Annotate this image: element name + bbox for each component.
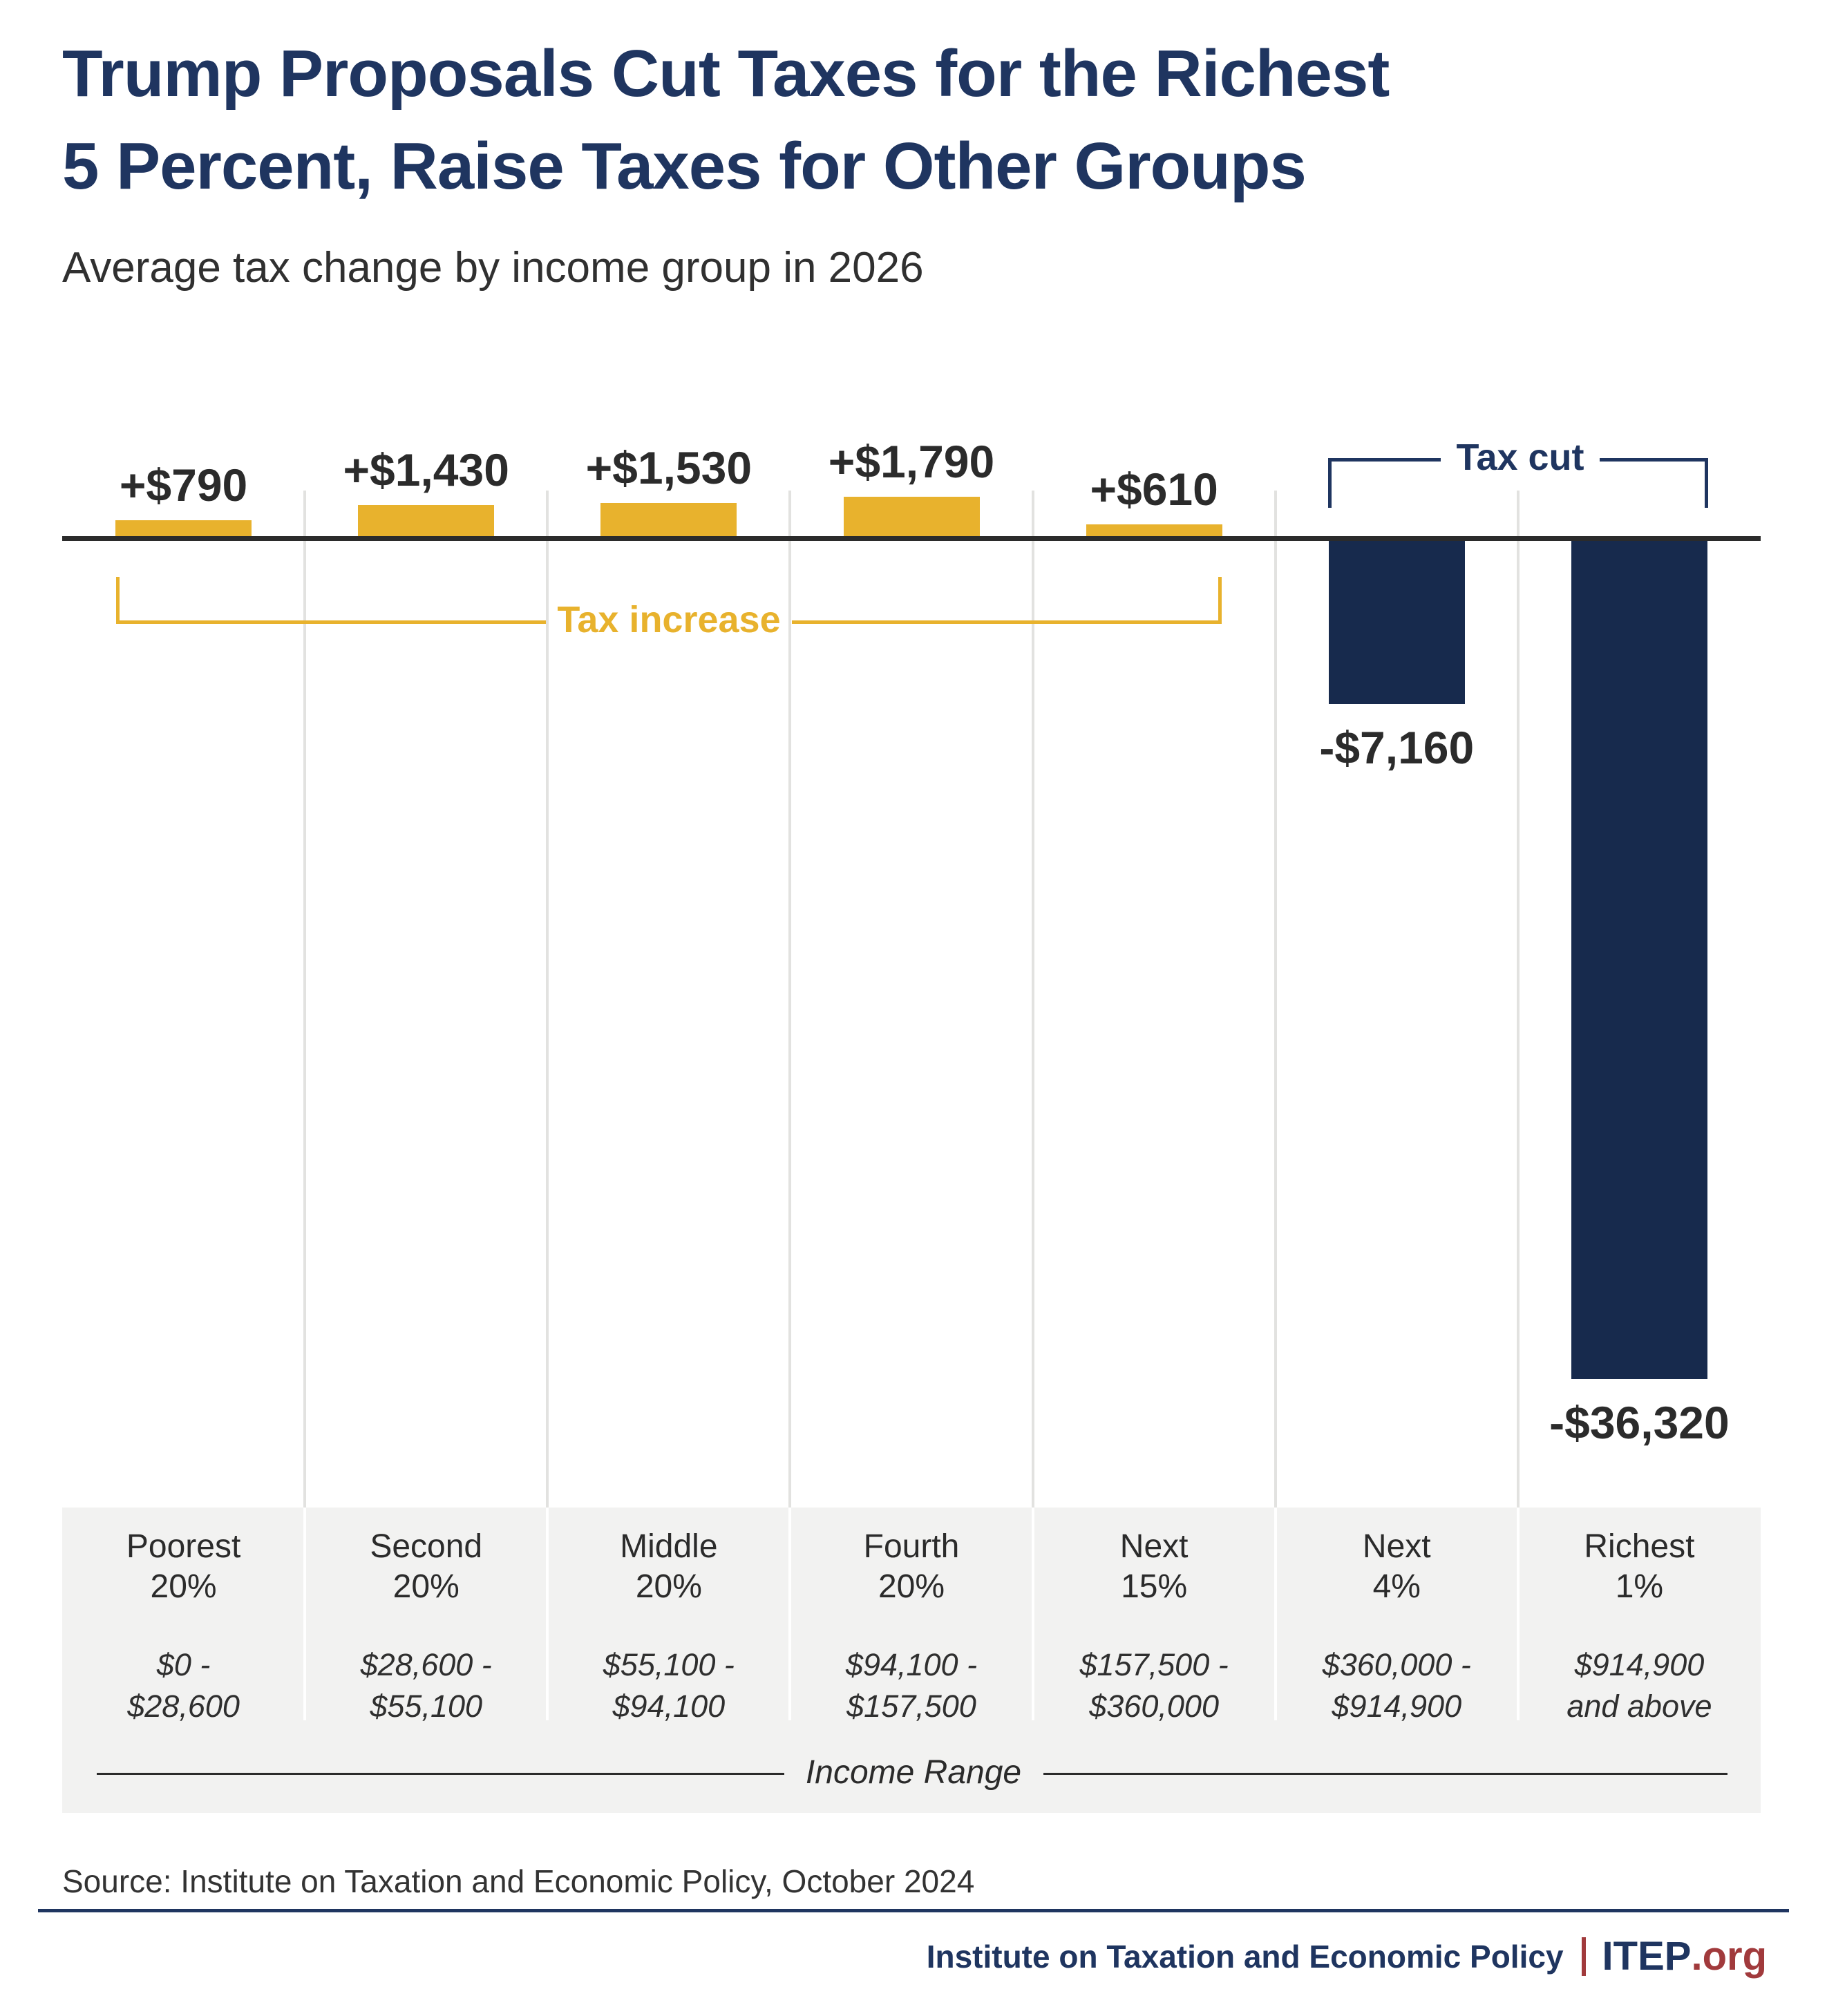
category-label-next-4: Next 4%: [1276, 1527, 1518, 1607]
income-range-rule-left: [97, 1773, 784, 1775]
category-label-next-15: Next 15%: [1033, 1527, 1276, 1607]
income-range-line: $94,100 -: [845, 1647, 978, 1682]
tax-cut-bracket-right-segment: [1600, 458, 1708, 462]
income-range-axis-label: Income Range: [805, 1754, 1022, 1791]
income-range-line: and above: [1566, 1689, 1712, 1724]
bar-middle-20: [600, 503, 737, 538]
category-label-line: Second: [370, 1528, 483, 1565]
category-label-line: 20%: [150, 1568, 217, 1605]
income-range-line: $157,500: [846, 1689, 976, 1724]
category-label-second-20: Second 20%: [305, 1527, 547, 1607]
category-label-line: 20%: [878, 1568, 945, 1605]
panel-separator-4: [1031, 1508, 1034, 1720]
value-label-second-20: +$1,430: [343, 444, 509, 495]
tax-increase-bracket-left-tick: [116, 577, 120, 624]
income-range-line: $94,100: [612, 1689, 726, 1724]
panel-separator-6: [1516, 1508, 1520, 1720]
income-group-panel: [62, 1508, 1761, 1813]
bar-next-4: [1328, 538, 1465, 704]
category-label-line: 4%: [1372, 1568, 1421, 1605]
value-label-next-15: +$610: [1090, 464, 1218, 515]
category-label-line: 20%: [635, 1568, 702, 1605]
column-gridline-5: [1274, 491, 1277, 1508]
income-range-line: $55,100: [370, 1689, 483, 1724]
tax-cut-bracket-left-segment: [1328, 458, 1441, 462]
category-label-middle-20: Middle 20%: [547, 1527, 790, 1607]
column-gridline-2: [546, 491, 549, 1508]
footer-divider: [38, 1909, 1789, 1912]
itep-logo-icon: ITEP: [1602, 1934, 1692, 1979]
bar-richest-1: [1571, 538, 1707, 1379]
value-label-richest-1: -$36,320: [1549, 1397, 1730, 1448]
income-range-line: $360,000 -: [1322, 1647, 1471, 1682]
tax-increase-bracket-right-tick: [1218, 577, 1222, 624]
income-range-line: $0 -: [156, 1647, 211, 1682]
bar-fourth-20: [843, 497, 980, 538]
income-range-richest-1: $914,900 and above: [1518, 1644, 1761, 1727]
income-range-line: $914,900: [1574, 1647, 1705, 1682]
column-gridline-4: [1031, 491, 1034, 1508]
page-title: Trump Proposals Cut Taxes for the Riches…: [62, 28, 1721, 213]
income-range-line: $914,900: [1332, 1689, 1462, 1724]
footer-brand: Institute on Taxation and Economic Polic…: [927, 1933, 1767, 1979]
itep-logo-separator-bar: [1581, 1937, 1586, 1976]
income-range-line: $28,600 -: [360, 1647, 492, 1682]
panel-separator-5: [1274, 1508, 1277, 1720]
page-title-line1: Trump Proposals Cut Taxes for the Riches…: [62, 37, 1390, 111]
tax-increase-bracket-right-segment: [792, 620, 1222, 624]
category-label-line: Next: [1362, 1528, 1431, 1565]
panel-separator-3: [788, 1508, 792, 1720]
zero-baseline: [62, 536, 1761, 541]
category-label-richest-1: Richest 1%: [1518, 1527, 1761, 1607]
category-label-line: 15%: [1121, 1568, 1188, 1605]
income-range-line: $28,600: [127, 1689, 240, 1724]
value-label-poorest-20: +$790: [119, 459, 248, 511]
panel-separator-1: [303, 1508, 307, 1720]
income-range-poorest-20: $0 - $28,600: [62, 1644, 305, 1727]
bar-second-20: [358, 505, 495, 538]
chart-subtitle: Average tax change by income group in 20…: [62, 244, 924, 292]
category-label-line: Next: [1119, 1528, 1189, 1565]
category-label-line: Poorest: [126, 1528, 241, 1565]
income-range-second-20: $28,600 - $55,100: [305, 1644, 547, 1727]
category-label-fourth-20: Fourth 20%: [790, 1527, 1032, 1607]
column-gridline-3: [788, 491, 792, 1508]
value-label-middle-20: +$1,530: [585, 442, 752, 493]
bar-poorest-20: [115, 520, 252, 538]
page-title-line2: 5 Percent, Raise Taxes for Other Groups: [62, 129, 1307, 203]
itep-logo-org-suffix: .org: [1691, 1934, 1767, 1979]
category-label-line: 20%: [392, 1568, 460, 1605]
column-gridline-1: [303, 491, 307, 1508]
panel-separator-2: [546, 1508, 549, 1720]
tax-cut-bracket-left-tick: [1328, 458, 1332, 508]
income-range-next-4: $360,000 - $914,900: [1276, 1644, 1518, 1727]
category-label-line: 1%: [1615, 1568, 1664, 1605]
footer-org-name: Institute on Taxation and Economic Polic…: [926, 1938, 1564, 1975]
income-range-middle-20: $55,100 - $94,100: [547, 1644, 790, 1727]
income-range-next-15: $157,500 - $360,000: [1033, 1644, 1276, 1727]
value-label-fourth-20: +$1,790: [828, 436, 995, 487]
income-range-rule-right: [1043, 1773, 1727, 1775]
bar-next-15: [1086, 524, 1222, 538]
source-note: Source: Institute on Taxation and Econom…: [62, 1863, 975, 1899]
income-range-fourth-20: $94,100 - $157,500: [790, 1644, 1032, 1727]
income-range-line: $55,100 -: [603, 1647, 735, 1682]
category-label-poorest-20: Poorest 20%: [62, 1527, 305, 1607]
tax-increase-label: Tax increase: [557, 599, 781, 640]
category-label-line: Middle: [620, 1528, 718, 1565]
income-range-line: $157,500 -: [1079, 1647, 1229, 1682]
tax-increase-bracket-left-segment: [116, 620, 546, 624]
column-gridline-6: [1516, 491, 1520, 1508]
category-label-line: Fourth: [863, 1528, 960, 1565]
tax-cut-bracket-right-tick: [1705, 458, 1708, 508]
value-label-next-4: -$7,160: [1319, 722, 1475, 773]
category-label-line: Richest: [1584, 1528, 1695, 1565]
tax-cut-label: Tax cut: [1456, 437, 1584, 478]
income-range-line: $360,000: [1089, 1689, 1219, 1724]
